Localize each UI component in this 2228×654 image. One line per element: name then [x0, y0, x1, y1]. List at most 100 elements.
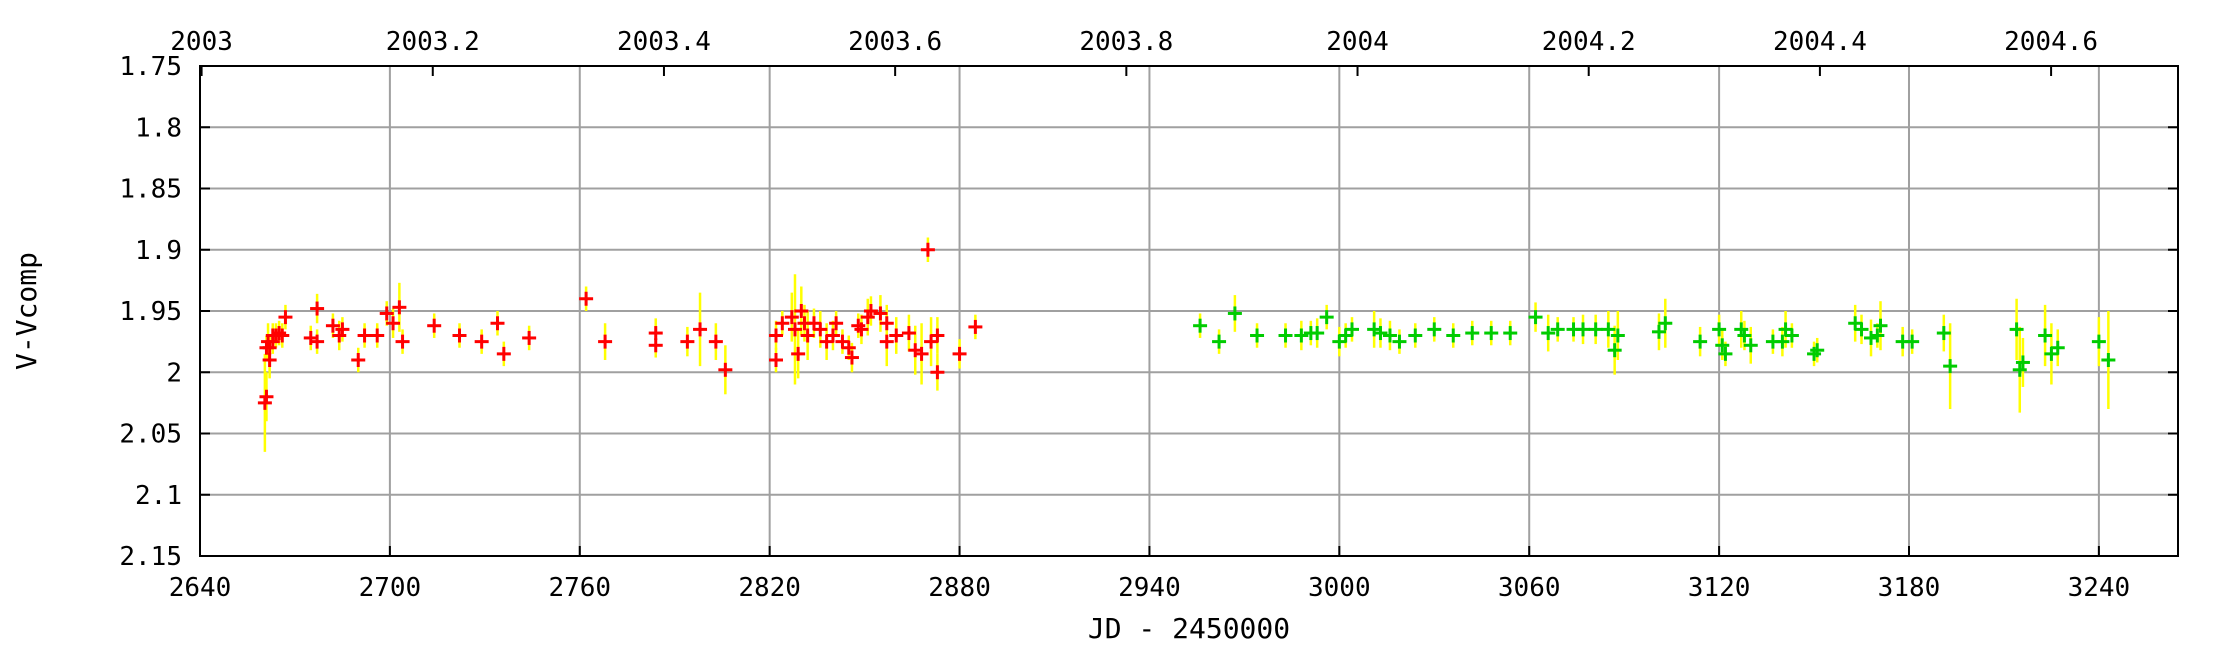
- data-point: [889, 328, 904, 343]
- top-tick-label: 2004: [1326, 27, 1389, 57]
- data-point: [1601, 322, 1616, 337]
- data-point: [1484, 326, 1499, 341]
- data-point: [351, 353, 366, 367]
- y-tick-label: 2.05: [119, 420, 182, 450]
- data-point: [1193, 318, 1208, 333]
- data-point: [2050, 340, 2065, 355]
- data-point: [1576, 322, 1591, 337]
- x-tick-label: 2640: [169, 573, 232, 603]
- y-tick-label: 1.75: [119, 52, 182, 82]
- data-point: [1651, 324, 1666, 339]
- data-point: [768, 328, 783, 343]
- data-point: [968, 319, 983, 334]
- data-point: [1658, 316, 1673, 331]
- x-tick-label: 2940: [1118, 573, 1181, 603]
- data-point: [386, 316, 401, 331]
- data-point: [2015, 355, 2030, 370]
- data-point: [873, 306, 888, 321]
- data-point: [952, 346, 967, 361]
- x-tick-label: 3060: [1498, 573, 1561, 603]
- data-point: [427, 318, 442, 333]
- data-markers: [257, 242, 2116, 410]
- y-tick-label: 1.9: [135, 236, 182, 266]
- data-point: [718, 362, 733, 377]
- data-point: [1693, 334, 1708, 349]
- data-point: [813, 322, 828, 337]
- data-point: [1607, 343, 1622, 358]
- data-point: [787, 322, 802, 337]
- data-point: [1588, 322, 1603, 337]
- x-tick-label: 3120: [1688, 573, 1751, 603]
- x-tick-label: 2880: [928, 573, 991, 603]
- data-point: [648, 326, 663, 341]
- top-tick-label: 2003.2: [386, 27, 480, 57]
- data-point: [1870, 328, 1885, 343]
- data-point: [1373, 326, 1388, 341]
- data-point: [879, 316, 894, 331]
- data-point: [1541, 326, 1556, 341]
- data-point: [1712, 322, 1727, 337]
- data-point: [1715, 338, 1730, 353]
- y-axis: 1.75 1.8 1.85 1.9 1.95 2 2.05 2.1 2.15: [119, 52, 2178, 572]
- data-point: [379, 306, 394, 321]
- data-point: [1344, 322, 1359, 337]
- grid: [200, 66, 2178, 556]
- data-point: [1550, 322, 1565, 337]
- data-point: [1278, 328, 1293, 343]
- top-tick-label: 2003.6: [848, 27, 942, 57]
- data-point: [1392, 334, 1407, 349]
- data-point: [272, 326, 287, 341]
- data-point: [1446, 328, 1461, 343]
- data-point: [825, 328, 840, 343]
- x-axis: 2640 2700 2760 2820 2880 2940 3000 3060 3120 3180…: [169, 546, 2131, 603]
- data-point: [522, 330, 537, 345]
- top-tick-label: 2004.6: [2004, 27, 2098, 57]
- data-point: [1250, 328, 1265, 343]
- data-point: [310, 301, 325, 316]
- data-point: [452, 328, 467, 343]
- data-point: [1784, 328, 1799, 343]
- data-point: [1854, 322, 1869, 337]
- data-point: [2012, 362, 2027, 377]
- data-point: [275, 328, 290, 343]
- data-point: [768, 353, 783, 367]
- data-point: [1382, 328, 1397, 343]
- top-year-axis: 2003 2003.2 2003.4 2003.6 2003.8 2004 2004.2 20…: [170, 27, 2098, 76]
- data-point: [1408, 328, 1423, 343]
- y-axis-title: V-Vcomp: [10, 252, 43, 370]
- x-tick-label: 2820: [738, 573, 801, 603]
- y-tick-label: 1.85: [119, 175, 182, 205]
- data-point: [325, 318, 340, 333]
- data-point: [1319, 310, 1334, 325]
- data-point: [800, 328, 815, 343]
- data-point: [1775, 334, 1790, 349]
- x-tick-label: 3240: [2068, 573, 2131, 603]
- data-point: [259, 389, 274, 404]
- data-point: [357, 328, 372, 343]
- data-point: [1227, 306, 1242, 321]
- data-point: [598, 334, 613, 349]
- data-point: [1810, 343, 1825, 358]
- x-tick-label: 2760: [548, 573, 611, 603]
- data-point: [648, 338, 663, 353]
- data-point: [2101, 353, 2116, 367]
- y-tick-label: 1.95: [119, 297, 182, 327]
- data-point: [708, 334, 723, 349]
- data-point: [335, 322, 350, 337]
- data-point: [490, 316, 505, 331]
- data-point: [1737, 328, 1752, 343]
- data-point: [2091, 334, 2106, 349]
- x-tick-label: 3180: [1878, 573, 1941, 603]
- data-point: [794, 304, 809, 318]
- data-point: [841, 340, 856, 355]
- data-point: [930, 328, 945, 343]
- data-point: [1610, 328, 1625, 343]
- top-tick-label: 2003: [170, 27, 233, 57]
- data-point: [262, 353, 277, 367]
- data-point: [1864, 330, 1879, 345]
- data-point: [1905, 334, 1920, 349]
- x-tick-label: 2700: [359, 573, 422, 603]
- top-tick-label: 2003.8: [1079, 27, 1173, 57]
- top-tick-label: 2004.2: [1542, 27, 1636, 57]
